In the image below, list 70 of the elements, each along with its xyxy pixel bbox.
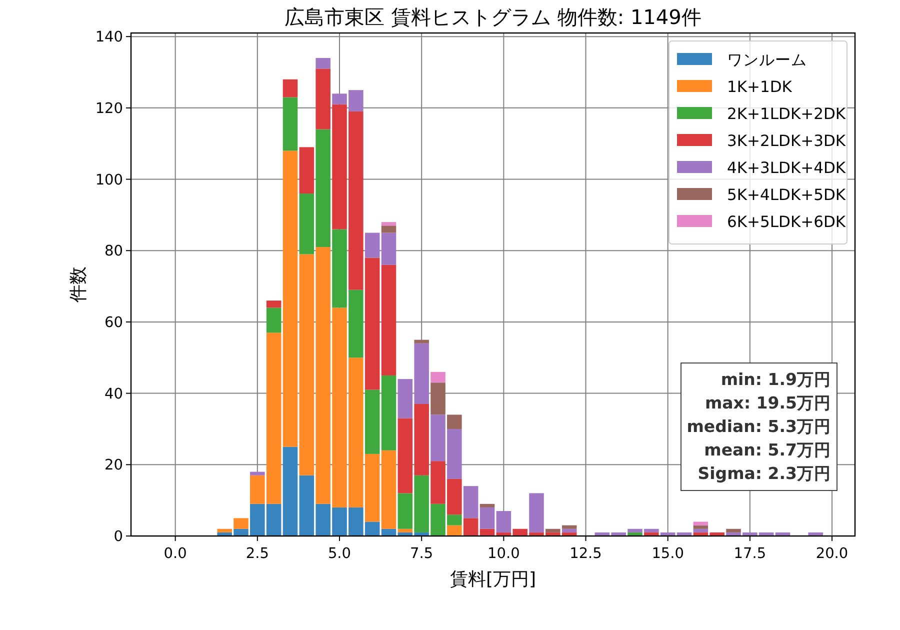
y-axis-title: 件数 [68,266,89,302]
legend-label: 6K+5LDK+6DK [727,213,846,231]
legend-label: 4K+3LDK+4DK [727,159,846,177]
bar [463,518,478,536]
y-tick-label: 0 [114,529,123,545]
bar [463,486,478,518]
bar [398,528,413,532]
bar [693,522,708,526]
bar [266,308,282,333]
bar [693,528,708,532]
bar [562,525,577,529]
bar [447,525,462,536]
bar [217,528,232,532]
legend-label: 5K+4LDK+5DK [727,186,846,204]
x-tick-label: 17.5 [734,546,766,562]
bar [546,528,560,532]
x-tick-label: 5.0 [328,546,352,562]
bar [414,340,429,344]
bar [381,222,396,226]
bar [562,528,577,532]
x-tick-label: 0.0 [164,546,187,562]
bar [529,493,544,532]
bar [480,507,495,529]
annotation: mean: 5.7万円 [704,440,831,460]
annotation: Sigma: 2.3万円 [698,464,831,483]
bar [430,372,446,383]
annotation: median: 5.3万円 [686,417,831,436]
y-tick-label: 40 [104,386,123,402]
legend-label: ワンルーム [727,51,807,69]
bar [316,58,330,69]
bar [282,446,298,536]
legend-label: 2K+1LDK+2DK [727,105,846,123]
y-tick-label: 80 [104,244,123,260]
legend-label: 3K+2LDK+3DK [727,132,846,150]
legend-label: 1K+1DK [727,78,793,96]
bar [726,528,741,532]
x-tick-label: 2.5 [246,546,269,562]
bar [447,414,462,429]
x-tick-label: 12.5 [570,546,602,562]
bar [480,504,495,508]
bar [282,150,298,447]
bar [430,382,446,415]
y-tick-label: 140 [95,30,123,46]
x-tick-label: 20.0 [816,546,848,562]
bar [299,147,314,194]
bar [282,79,298,98]
chart-title: 広島市東区 賃料ヒストグラム 物件数: 1149件 [284,5,702,29]
y-tick-label: 120 [95,100,123,117]
x-tick-label: 7.5 [410,546,434,562]
x-axis-title: 賃料[万円] [450,569,536,590]
bar [496,511,512,532]
bar [234,518,248,529]
x-tick-label: 10.0 [488,546,520,562]
x-tick-label: 15.0 [652,546,684,562]
bar [381,226,396,233]
bar [381,232,396,265]
bar [266,300,282,308]
bar [381,375,396,450]
annotation: max: 19.5万円 [704,394,831,412]
bar [381,264,396,376]
bar [250,472,265,476]
bar [364,232,380,258]
bar [381,450,396,529]
y-tick-label: 20 [104,458,123,474]
y-tick-label: 100 [95,172,123,188]
bar [282,97,298,151]
annotation: min: 1.9万円 [720,370,831,389]
y-tick-label: 60 [104,314,123,331]
bar [364,390,380,454]
bar [693,525,708,529]
